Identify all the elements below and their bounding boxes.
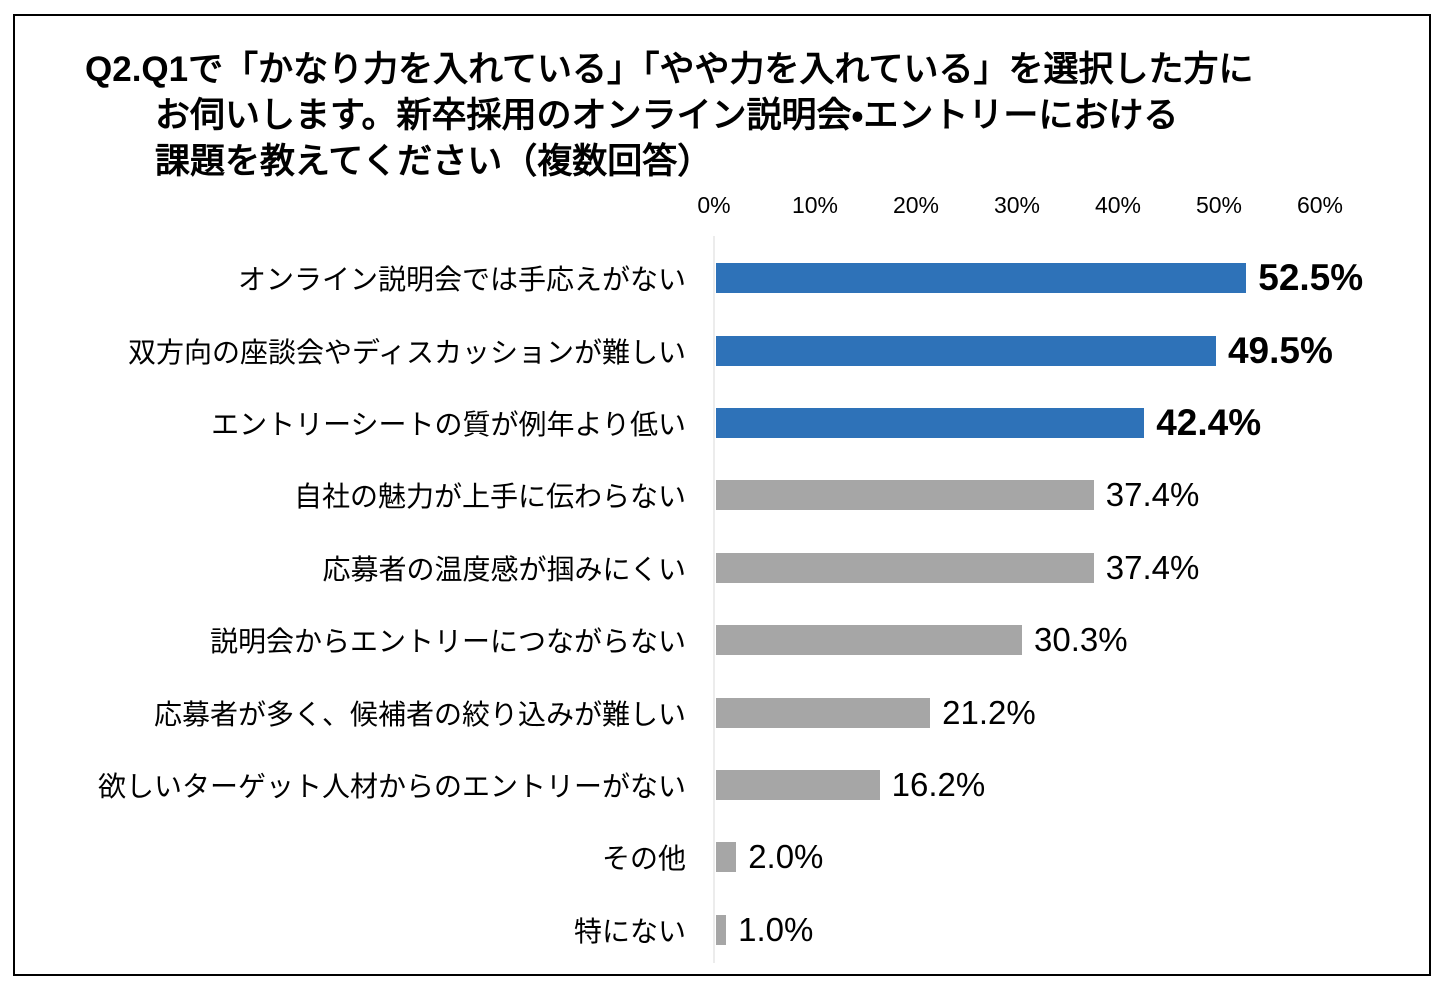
chart-row: その他 2.0%	[0, 821, 1444, 893]
chart-row: オンライン説明会では手応えがない 52.5%	[0, 242, 1444, 314]
value-label: 1.0%	[738, 910, 814, 948]
value-label: 49.5%	[1227, 329, 1333, 371]
category-label: 応募者の温度感が掴みにくい	[322, 553, 686, 585]
category-label: その他	[601, 843, 686, 875]
value-label: 21.2%	[942, 693, 1036, 731]
bar-wrap: 21.2%	[716, 694, 1036, 732]
bar	[716, 407, 1145, 438]
chart-title-line-3: 課題を教えてください（複数回答）	[155, 142, 713, 181]
bar	[716, 263, 1247, 294]
chart-row: 特にない 1.0%	[0, 894, 1444, 966]
value-label: 37.4%	[1105, 548, 1200, 586]
bar	[716, 769, 880, 800]
x-axis-tick-label: 60%	[1296, 192, 1344, 218]
bar-wrap: 1.0%	[716, 911, 813, 949]
category-label: 欲しいターゲット人材からのエントリーがない	[97, 770, 686, 802]
chart-row: 双方向の座談会やディスカッションが難しい 49.5%	[0, 314, 1444, 386]
x-axis-tick-label: 20%	[892, 192, 940, 218]
chart-title-line-2: お伺いします。新卒採用のオンライン説明会・エントリーにおける	[155, 96, 1179, 135]
value-label: 16.2%	[891, 765, 986, 803]
bar-wrap: 30.3%	[716, 621, 1128, 659]
category-label: 自社の魅力が上手に伝わらない	[293, 481, 686, 513]
bar	[716, 480, 1094, 511]
chart-row: 説明会からエントリーにつながらない 30.3%	[0, 604, 1444, 676]
bar-wrap: 49.5%	[716, 329, 1333, 371]
x-axis-tick-row: 0% 10% 20% 30% 40% 50% 60%	[697, 192, 1343, 222]
value-label: 37.4%	[1105, 476, 1200, 514]
chart-title-line-1: Q2.Q1で「かなり力を入れている」「やや力を入れている」を選択した方に	[85, 50, 1254, 89]
category-label: 特にない	[573, 915, 686, 947]
category-label: オンライン説明会では手応えがない	[237, 264, 686, 296]
bar-wrap: 52.5%	[716, 259, 1363, 297]
value-label: 42.4%	[1156, 401, 1262, 443]
chart-title: Q2.Q1で「かなり力を入れている」「やや力を入れている」を選択した方に お伺い…	[85, 47, 1254, 185]
x-axis-tick-label: 10%	[791, 192, 839, 218]
bar-wrap: 42.4%	[716, 401, 1262, 443]
chart-row: 自社の魅力が上手に伝わらない 37.4%	[0, 459, 1444, 531]
chart-row: 応募者の温度感が掴みにくい 37.4%	[0, 532, 1444, 604]
category-label: 説明会からエントリーにつながらない	[209, 626, 686, 658]
bar	[716, 842, 737, 873]
bar	[716, 552, 1094, 583]
value-label: 2.0%	[748, 838, 824, 876]
category-label: 応募者が多く、候補者の絞り込みが難しい	[153, 698, 686, 730]
category-label: エントリーシートの質が例年より低い	[211, 408, 686, 440]
chart-rows: オンライン説明会では手応えがない 52.5% 双方向の座談会やディスカッションが難し…	[0, 242, 1444, 966]
x-axis-tick-label: 30%	[993, 192, 1041, 218]
bar-wrap: 16.2%	[716, 766, 985, 804]
chart-row: エントリーシートの質が例年より低い 42.4%	[0, 387, 1444, 459]
bar	[716, 914, 727, 945]
bar	[716, 335, 1216, 366]
bar-wrap: 37.4%	[716, 549, 1199, 587]
bar-wrap: 37.4%	[716, 476, 1199, 514]
x-axis-tick-label: 50%	[1195, 192, 1243, 218]
value-label: 30.3%	[1034, 621, 1128, 659]
chart-row: 応募者が多く、候補者の絞り込みが難しい 21.2%	[0, 676, 1444, 748]
bar	[716, 625, 1023, 656]
category-label: 双方向の座談会やディスカッションが難しい	[127, 336, 686, 368]
y-axis-baseline	[713, 236, 715, 963]
x-axis-tick-label: 40%	[1094, 192, 1142, 218]
value-label: 52.5%	[1258, 257, 1364, 299]
x-axis-tick-label: 0%	[697, 192, 731, 218]
bar	[716, 697, 931, 728]
bar-wrap: 2.0%	[716, 838, 823, 876]
chart-row: 欲しいターゲット人材からのエントリーがない 16.2%	[0, 749, 1444, 821]
